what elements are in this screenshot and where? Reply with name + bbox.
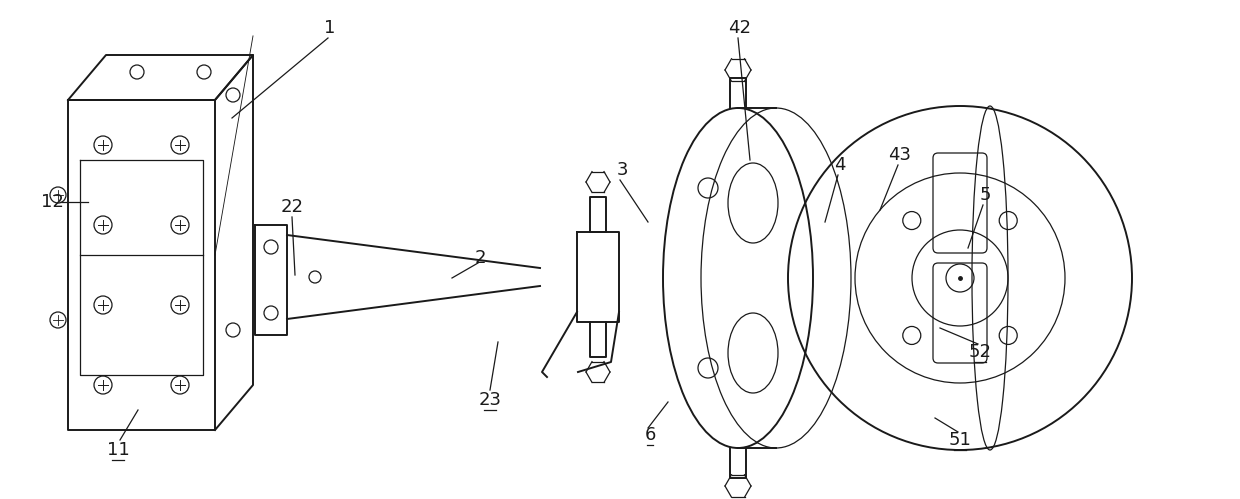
Text: 42: 42 [729,19,751,37]
Text: 5: 5 [980,186,991,204]
Text: 11: 11 [107,441,129,459]
Text: 51: 51 [949,431,971,449]
Text: 3: 3 [616,161,627,179]
Text: 52: 52 [968,343,992,361]
Text: 6: 6 [645,426,656,444]
Text: 43: 43 [889,146,911,164]
Text: 23: 23 [479,391,501,409]
Text: 4: 4 [835,156,846,174]
Text: 1: 1 [325,19,336,37]
Text: 12: 12 [41,193,63,211]
Text: 2: 2 [474,249,486,267]
Text: 22: 22 [280,198,304,216]
